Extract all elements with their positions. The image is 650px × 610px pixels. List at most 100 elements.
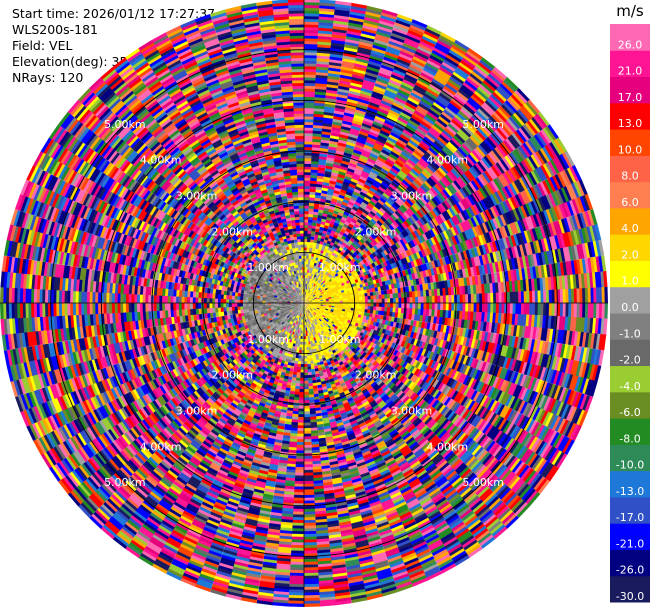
gate-cell	[381, 302, 386, 308]
gate-cell	[303, 160, 312, 165]
gate-cell	[365, 299, 369, 304]
gate-cell	[345, 298, 349, 302]
gate-cell	[370, 299, 374, 304]
gate-cell	[303, 77, 317, 81]
gate-cell	[303, 171, 312, 176]
elevation-text: Elevation(deg): 35.00	[12, 54, 148, 69]
gate-cell	[303, 113, 315, 117]
gate-cell	[342, 298, 346, 302]
gate-cell	[406, 297, 411, 304]
gate-cell	[303, 194, 310, 198]
gate-cell	[373, 295, 377, 300]
gate-cell	[339, 298, 344, 302]
gate-cell	[390, 298, 394, 304]
gate-cell	[303, 208, 310, 212]
gate-cell	[401, 302, 405, 309]
gate-cell	[495, 302, 500, 314]
gate-cell	[406, 302, 411, 309]
gate-cell	[431, 295, 436, 304]
gate-cell	[303, 213, 309, 217]
gate-cell	[526, 302, 530, 316]
gate-cell	[456, 294, 461, 304]
gate-cell	[387, 302, 391, 308]
gate-cell	[303, 143, 313, 148]
gate-cell	[434, 302, 438, 311]
gate-cell	[415, 296, 419, 304]
gate-cell	[493, 302, 497, 314]
gate-cell	[367, 302, 372, 307]
gate-cell	[356, 305, 360, 310]
gate-cell	[359, 305, 363, 310]
gate-cell	[303, 146, 313, 151]
gate-cell	[350, 297, 355, 301]
gate-cell	[429, 302, 433, 310]
gate-cell	[303, 121, 314, 126]
ray-4	[303, 5, 383, 304]
gate-cell	[501, 292, 505, 304]
gate-cell	[303, 93, 316, 98]
gate-cell	[373, 298, 377, 304]
gate-cell	[498, 302, 503, 314]
gate-cell	[429, 296, 433, 304]
gate-cell	[420, 296, 425, 304]
gate-cell	[307, 235, 312, 240]
gate-cell	[398, 297, 402, 304]
field-text: Field: VEL	[12, 38, 73, 53]
gate-cell	[303, 118, 314, 123]
gate-cell	[423, 296, 427, 304]
gate-cell	[434, 295, 438, 304]
gate-cell	[417, 302, 422, 310]
gate-cell	[303, 96, 316, 101]
gate-cell	[440, 302, 444, 311]
gate-cell	[303, 138, 313, 142]
gate-cell	[467, 302, 472, 312]
gate-cell	[423, 302, 427, 310]
gate-cell	[515, 291, 519, 304]
gate-cell	[440, 295, 444, 304]
gate-cell	[426, 302, 430, 310]
gate-cell	[395, 302, 399, 309]
gate-cell	[359, 302, 363, 307]
gate-cell	[378, 298, 383, 304]
gate-cell	[303, 180, 311, 184]
gate-cell	[384, 302, 388, 308]
gate-cell	[303, 221, 309, 226]
gate-cell	[431, 302, 436, 311]
gate-cell	[364, 296, 369, 301]
gate-cell	[467, 294, 472, 304]
gate-cell	[495, 292, 500, 304]
gate-cell	[303, 188, 311, 192]
gate-cell	[481, 302, 486, 313]
gate-cell	[506, 302, 511, 315]
gate-cell	[417, 296, 422, 304]
gate-cell	[361, 305, 366, 310]
gate-cell	[384, 298, 388, 304]
gate-cell	[442, 302, 447, 311]
gate-cell	[451, 302, 455, 312]
gate-cell	[303, 79, 316, 84]
gate-cell	[303, 0, 321, 3]
gate-cell	[303, 85, 316, 89]
gate-cell	[520, 302, 525, 315]
gate-cell	[523, 302, 528, 315]
gate-cell	[303, 210, 310, 215]
gate-cell	[487, 293, 491, 304]
gate-cell	[465, 294, 469, 304]
gate-cell	[498, 292, 503, 304]
gate-cell	[409, 297, 413, 304]
gate-cell	[412, 302, 416, 310]
gate-cell	[476, 302, 480, 313]
gate-cell	[426, 296, 430, 304]
gate-cell	[490, 292, 494, 304]
gate-cell	[303, 224, 309, 229]
gate-cell	[518, 302, 522, 315]
gate-cell	[303, 238, 308, 242]
gate-cell	[303, 244, 308, 248]
gate-cell	[481, 293, 486, 304]
gate-cell	[459, 294, 464, 304]
gate-cell	[303, 110, 315, 114]
gate-cell	[479, 293, 483, 304]
gate-cell	[303, 135, 313, 140]
gate-cell	[303, 191, 311, 195]
